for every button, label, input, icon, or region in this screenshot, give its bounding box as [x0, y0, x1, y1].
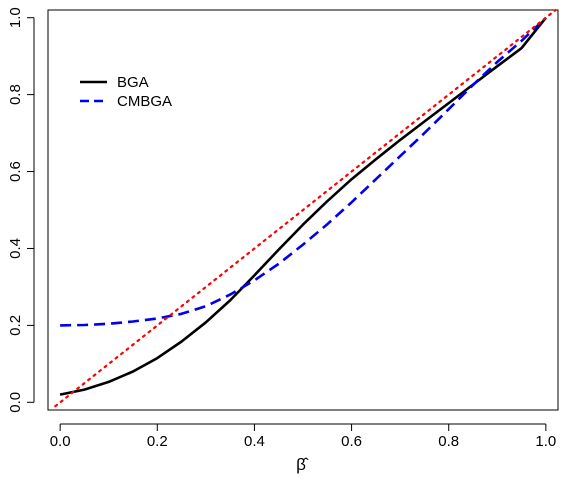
- y-axis: 0.0 0.2 0.4 0.6 0.8 1.0: [7, 7, 35, 413]
- legend: BGA CMBGA: [80, 74, 172, 110]
- y-tick-label: 1.0: [7, 7, 24, 28]
- y-tick-label: 0.0: [7, 392, 24, 413]
- series-line-bga: [59, 16, 547, 396]
- series-line-cmbga: [60, 16, 547, 327]
- x-tick-label: 1.0: [535, 433, 556, 450]
- x-tick-label: 0.4: [244, 433, 265, 450]
- x-tick-label: 0.8: [438, 433, 459, 450]
- legend-label: CMBGA: [117, 93, 172, 110]
- legend-label: BGA: [117, 74, 149, 91]
- y-tick-label: 0.8: [7, 84, 24, 105]
- y-tick-label: 0.6: [7, 161, 24, 182]
- x-axis-label: β̂: [296, 455, 309, 474]
- y-tick-label: 0.2: [7, 315, 24, 336]
- y-tick-label: 0.4: [7, 238, 24, 259]
- x-tick-label: 0.2: [147, 433, 168, 450]
- plot-frame: [47, 9, 559, 411]
- series-line-reference: [54, 8, 557, 408]
- series-layer: [54, 8, 557, 408]
- x-tick-label: 0.0: [50, 433, 71, 450]
- x-tick-label: 0.6: [341, 433, 362, 450]
- x-axis: 0.0 0.2 0.4 0.6 0.8 1.0: [50, 423, 556, 450]
